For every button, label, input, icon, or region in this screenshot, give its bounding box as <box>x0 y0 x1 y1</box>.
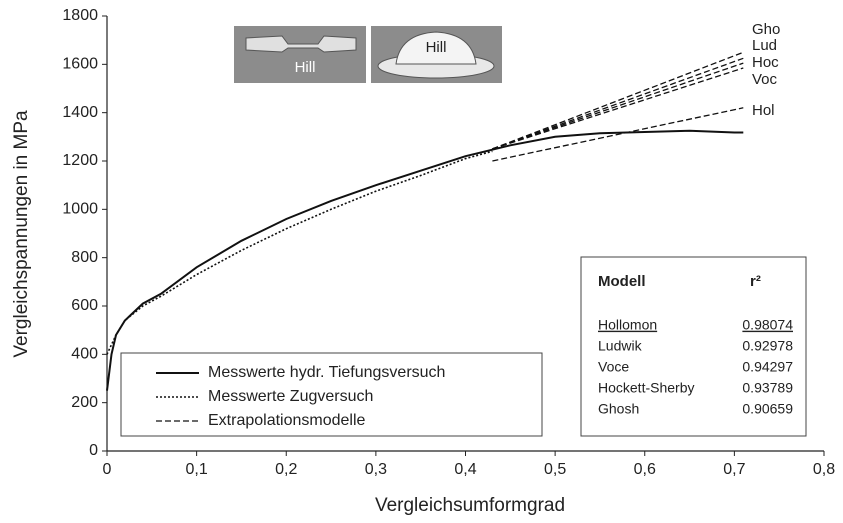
model-label: Hoc <box>752 54 779 71</box>
x-tick-label: 0 <box>103 461 112 478</box>
x-tick-label: 0,5 <box>544 461 566 478</box>
x-tick-label: 0,1 <box>186 461 208 478</box>
x-tick-label: 0,4 <box>454 461 476 478</box>
inset-label: Hill <box>426 39 447 56</box>
x-tick-label: 0,6 <box>634 461 656 478</box>
table-cell: 0.98074 <box>742 317 793 333</box>
y-tick-label: 200 <box>71 394 98 411</box>
x-tick-label: 0,8 <box>813 461 835 478</box>
model-label: Hol <box>752 102 775 119</box>
table-cell: 0.90659 <box>742 401 793 417</box>
data-line <box>107 151 492 354</box>
y-tick-label: 400 <box>71 346 98 363</box>
y-axis-label: Vergleichspannungen in MPa <box>11 110 32 358</box>
y-tick-label: 1200 <box>62 152 98 169</box>
chart: Vergleichsumformgrad Vergleichspannungen… <box>0 0 843 523</box>
y-tick-label: 0 <box>89 442 98 459</box>
y-tick-label: 800 <box>71 249 98 266</box>
x-tick-label: 0,3 <box>365 461 387 478</box>
y-tick-label: 1000 <box>62 201 98 218</box>
x-axis-label: Vergleichsumformgrad <box>375 495 565 516</box>
y-tick-label: 1600 <box>62 56 98 73</box>
model-label: Lud <box>752 37 777 54</box>
y-tick-label: 1400 <box>62 104 98 121</box>
table-cell: Ghosh <box>598 401 639 417</box>
table-cell: Hollomon <box>598 317 657 333</box>
x-tick-label: 0,2 <box>275 461 297 478</box>
legend-label: Messwerte hydr. Tiefungsversuch <box>208 364 445 381</box>
inset-label: Hill <box>295 59 316 76</box>
legend-label: Extrapolationsmodelle <box>208 412 366 429</box>
table-cell: Hockett-Sherby <box>598 380 694 396</box>
table-cell: Ludwik <box>598 338 643 354</box>
extrapolation-line <box>492 58 743 149</box>
table-cell: Voce <box>598 359 629 375</box>
table-header: r² <box>750 273 761 290</box>
x-tick-label: 0,7 <box>723 461 745 478</box>
extrapolation-line <box>492 63 743 149</box>
table-cell: 0.94297 <box>742 359 793 375</box>
table-header: Modell <box>598 273 646 290</box>
extrapolation-line <box>492 68 743 149</box>
table-cell: 0.92978 <box>742 338 793 354</box>
model-label: Gho <box>752 21 780 38</box>
legend-label: Messwerte Zugversuch <box>208 388 373 405</box>
y-tick-label: 1800 <box>62 7 98 24</box>
y-tick-label: 600 <box>71 297 98 314</box>
model-label: Voc <box>752 71 778 88</box>
table-cell: 0.93789 <box>742 380 793 396</box>
